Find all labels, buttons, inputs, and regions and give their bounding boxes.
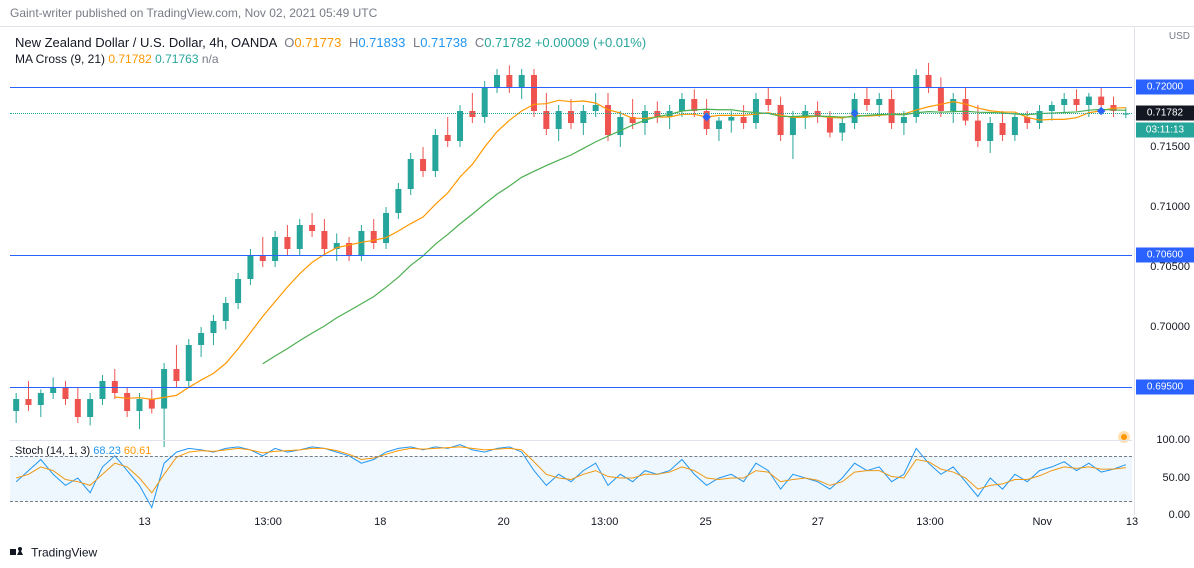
y-axis[interactable]: USD 0.72000 0.71500 0.71000 0.70500 0.70000 0…	[1134, 27, 1194, 447]
horizontal-line[interactable]	[10, 387, 1132, 388]
header-bar: Gaint-writer published on TradingView.co…	[0, 0, 1194, 27]
y-label-box: 0.71782	[1136, 106, 1194, 121]
ma-val1: 0.71782	[108, 52, 151, 66]
stoch-k: 68.23	[93, 445, 121, 457]
x-tick: 13:00	[254, 516, 282, 528]
x-tick: 20	[498, 516, 510, 528]
x-tick: 13	[139, 516, 151, 528]
chart-info: New Zealand Dollar / U.S. Dollar, 4h, OA…	[15, 35, 646, 68]
x-tick: 13	[1126, 516, 1138, 528]
stoch-dash-line	[10, 501, 1132, 502]
stoch-d: 60.61	[124, 445, 152, 457]
x-tick: 25	[700, 516, 712, 528]
ma-na: n/a	[202, 52, 219, 66]
footer-text: TradingView	[31, 546, 97, 560]
y-label-box: 0.70600	[1136, 248, 1194, 263]
x-tick: 18	[374, 516, 386, 528]
ohlc-o: 0.71773	[294, 35, 341, 50]
ohlc-h-label: H	[349, 35, 358, 50]
stoch-dash-line	[10, 456, 1132, 457]
horizontal-line[interactable]	[10, 255, 1132, 256]
y-tick: 0.71500	[1150, 141, 1190, 153]
y-tick: 0.70000	[1150, 321, 1190, 333]
x-tick: Nov	[1032, 516, 1052, 528]
ohlc-o-label: O	[284, 35, 294, 50]
x-tick: 27	[812, 516, 824, 528]
ohlc-h: 0.71833	[358, 35, 405, 50]
y-label-box: 0.72000	[1136, 80, 1194, 95]
stoch-yaxis[interactable]: 100.0050.000.00	[1134, 440, 1194, 515]
horizontal-line[interactable]	[10, 87, 1132, 88]
chart-container[interactable]: New Zealand Dollar / U.S. Dollar, 4h, OA…	[0, 27, 1194, 467]
y-tick: 0.70500	[1150, 261, 1190, 273]
tradingview-icon	[10, 545, 24, 562]
stoch-y-tick: 0.00	[1169, 509, 1190, 521]
stoch-y-tick: 100.00	[1156, 434, 1190, 446]
ohlc-c: 0.71782	[484, 35, 531, 50]
current-price-line	[10, 113, 1132, 114]
x-tick: 13:00	[916, 516, 944, 528]
ohlc-change: +0.00009	[535, 35, 590, 50]
candles-svg	[10, 27, 1132, 447]
x-tick: 13:00	[591, 516, 619, 528]
y-label-box: 0.69500	[1136, 379, 1194, 394]
header-text: Gaint-writer published on TradingView.co…	[10, 6, 377, 20]
ma-val2: 0.71763	[155, 52, 198, 66]
x-axis[interactable]: 1313:00182013:00252713:00Nov13	[10, 516, 1132, 536]
pair-name: New Zealand Dollar / U.S. Dollar, 4h, OA…	[15, 35, 277, 50]
y-tick: 0.71000	[1150, 201, 1190, 213]
ohlc-l: 0.71738	[420, 35, 467, 50]
stoch-label: Stoch (14, 1, 3)	[15, 445, 90, 457]
footer[interactable]: TradingView	[10, 545, 97, 562]
stoch-band	[10, 456, 1132, 501]
ohlc-change-pct: (+0.01%)	[593, 35, 646, 50]
stoch-container[interactable]: Stoch (14, 1, 3) 68.23 60.61	[10, 440, 1132, 515]
ohlc-c-label: C	[475, 35, 484, 50]
chart-main[interactable]: New Zealand Dollar / U.S. Dollar, 4h, OA…	[10, 27, 1132, 447]
usd-label: USD	[1169, 31, 1190, 42]
stoch-info: Stoch (14, 1, 3) 68.23 60.61	[15, 445, 151, 457]
ma-label: MA Cross (9, 21)	[15, 52, 105, 66]
stoch-y-tick: 50.00	[1162, 472, 1190, 484]
y-label-box: 03:11:13	[1136, 122, 1194, 137]
